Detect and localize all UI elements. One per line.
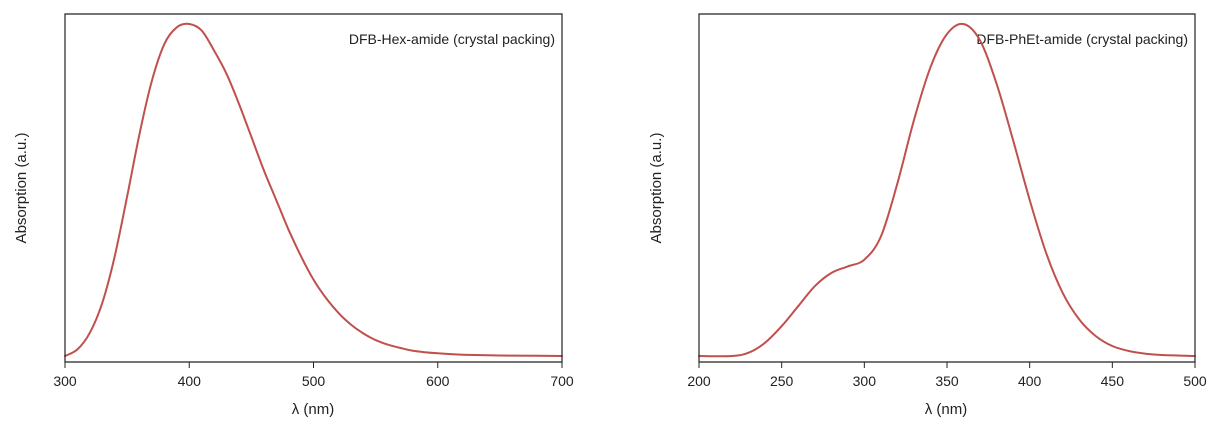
x-tick-label: 450 [1101,373,1125,389]
x-tick-label: 400 [178,373,202,389]
x-tick-label: 500 [302,373,326,389]
x-tick-label: 400 [1018,373,1042,389]
x-tick-label: 600 [426,373,450,389]
plot-frame [698,13,1196,363]
panel-left: DFB-Hex-amide (crystal packing) Absorpti… [13,13,574,418]
plot-frame [64,13,563,363]
x-tick-label: 200 [687,373,711,389]
x-tick-label: 300 [853,373,877,389]
x-axis-ticks: 200 250 300 350 400 450 500 [687,362,1207,389]
y-axis-title: Absorption (a.u.) [648,133,665,244]
x-tick-label: 350 [935,373,959,389]
absorption-curve [64,22,563,357]
absorption-curve [698,22,1196,358]
x-tick-label: 250 [770,373,794,389]
chart-title: DFB-Hex-amide (crystal packing) [349,31,555,47]
chart-title: DFB-PhEt-amide (crystal packing) [976,31,1188,47]
x-tick-label: 300 [53,373,77,389]
y-axis-title: Absorption (a.u.) [13,133,30,244]
x-axis-ticks: 300 400 500 600 700 [53,362,574,389]
x-tick-label: 500 [1183,373,1207,389]
x-axis-title: λ (nm) [925,401,968,418]
x-tick-label: 700 [550,373,574,389]
x-axis-title: λ (nm) [292,401,335,418]
panel-right: DFB-PhEt-amide (crystal packing) Absorpt… [648,13,1207,418]
